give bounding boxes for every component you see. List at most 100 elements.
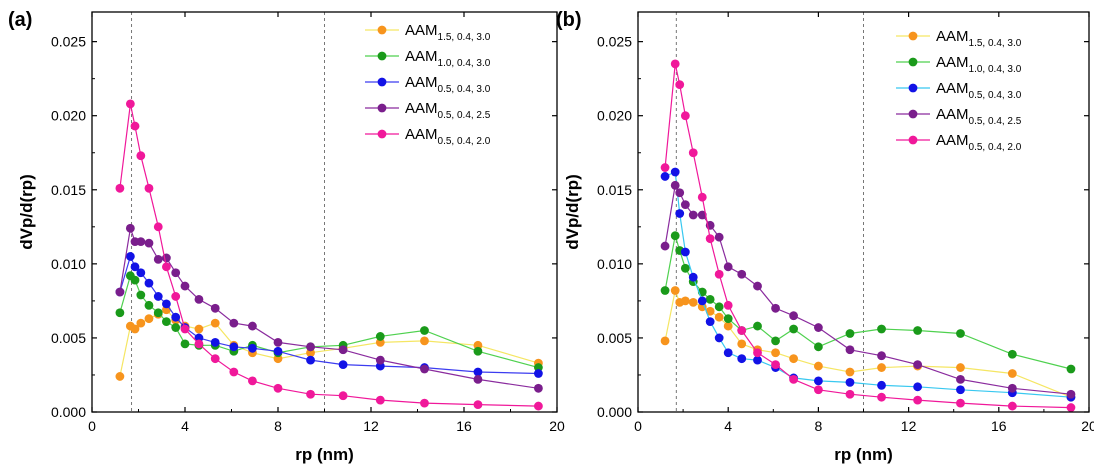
series-2 bbox=[660, 167, 1076, 402]
data-point bbox=[845, 329, 855, 338]
x-tick-label: 20 bbox=[1081, 418, 1094, 434]
y-tick-label: 0.005 bbox=[597, 330, 632, 346]
data-point bbox=[956, 398, 965, 408]
data-point bbox=[723, 300, 733, 310]
y-axis-title: dVp/d(rp) bbox=[563, 174, 582, 250]
data-point bbox=[956, 375, 965, 384]
legend-subscript: 0.5, 0.4, 3.0 bbox=[438, 84, 491, 95]
data-point bbox=[714, 232, 724, 242]
data-point bbox=[1066, 364, 1076, 374]
data-point bbox=[714, 333, 724, 343]
data-point bbox=[705, 317, 715, 327]
legend-marker bbox=[908, 57, 918, 67]
data-point bbox=[660, 336, 670, 346]
y-tick-label: 0.000 bbox=[51, 404, 86, 420]
data-point bbox=[877, 380, 886, 390]
legend-subscript: 0.5, 0.4, 2.5 bbox=[438, 110, 491, 121]
x-axis-title: rp (nm) bbox=[834, 445, 893, 464]
y-tick-label: 0.020 bbox=[51, 108, 86, 124]
data-point bbox=[670, 180, 680, 190]
data-point bbox=[845, 345, 855, 355]
data-point bbox=[680, 200, 690, 209]
data-point bbox=[1007, 383, 1017, 393]
data-point bbox=[714, 269, 724, 279]
x-axis-title: rp (nm) bbox=[295, 445, 354, 464]
data-point bbox=[130, 324, 140, 334]
data-point bbox=[420, 326, 429, 335]
data-point bbox=[753, 281, 762, 291]
data-point bbox=[845, 377, 855, 387]
x-tick-label: 8 bbox=[815, 418, 823, 434]
data-point bbox=[136, 318, 146, 328]
panel-label: (b) bbox=[556, 9, 582, 31]
data-point bbox=[338, 345, 348, 355]
data-point bbox=[814, 342, 823, 352]
data-point bbox=[737, 339, 747, 349]
data-point bbox=[136, 290, 146, 300]
data-point bbox=[877, 392, 886, 402]
data-point bbox=[306, 342, 315, 352]
data-point bbox=[956, 385, 965, 395]
data-point bbox=[171, 292, 181, 301]
data-point bbox=[229, 367, 239, 377]
data-point bbox=[660, 286, 670, 295]
legend-entry: AAM1.5, 0.4, 3.0 bbox=[365, 22, 491, 43]
legend-label: AAM0.5, 0.4, 3.0 bbox=[405, 74, 491, 95]
chart-panel-1: 0 4 8 12 16 20 0.000 0.005 0.010 0.015 0.020 0.025 r… bbox=[556, 9, 1094, 464]
y-tick-label: 0.025 bbox=[597, 34, 632, 50]
x-tick-label: 20 bbox=[549, 418, 565, 434]
legend-label: AAM1.5, 0.4, 3.0 bbox=[405, 22, 491, 43]
x-tick-label: 4 bbox=[181, 418, 189, 434]
data-point bbox=[153, 255, 163, 264]
data-point bbox=[814, 361, 823, 371]
legend-label: AAM1.5, 0.4, 3.0 bbox=[936, 28, 1022, 49]
data-point bbox=[913, 395, 923, 405]
data-point bbox=[705, 234, 715, 244]
data-point bbox=[675, 188, 685, 198]
data-point bbox=[771, 336, 780, 346]
legend-subscript: 0.5, 0.4, 3.0 bbox=[969, 90, 1022, 101]
data-point bbox=[375, 332, 385, 341]
data-point bbox=[753, 348, 762, 358]
data-point bbox=[136, 237, 146, 247]
data-point bbox=[338, 360, 348, 369]
data-point bbox=[789, 354, 798, 364]
data-point bbox=[306, 355, 315, 365]
legend-subscript: 0.5, 0.4, 2.0 bbox=[969, 142, 1022, 153]
data-point bbox=[125, 252, 135, 261]
data-point bbox=[420, 398, 429, 408]
legend-entry: AAM1.5, 0.4, 3.0 bbox=[896, 28, 1022, 49]
legend-entry: AAM0.5, 0.4, 3.0 bbox=[896, 80, 1022, 101]
legend-subscript: 1.0, 0.4, 3.0 bbox=[969, 64, 1022, 75]
data-point bbox=[115, 287, 125, 297]
legend-label: AAM0.5, 0.4, 2.0 bbox=[936, 132, 1022, 153]
data-point bbox=[162, 299, 171, 309]
legend-entry: AAM0.5, 0.4, 3.0 bbox=[365, 74, 491, 95]
x-tick-label: 16 bbox=[456, 418, 472, 434]
data-point bbox=[913, 382, 923, 392]
series-1 bbox=[660, 231, 1076, 374]
legend-marker bbox=[908, 135, 918, 145]
data-point bbox=[723, 321, 733, 331]
x-tick-label: 12 bbox=[901, 418, 917, 434]
x-tick-label: 8 bbox=[274, 418, 282, 434]
data-point bbox=[130, 121, 140, 131]
legend-marker bbox=[908, 31, 918, 41]
data-point bbox=[705, 306, 715, 316]
legend-entry: AAM1.0, 0.4, 3.0 bbox=[365, 48, 491, 69]
data-point bbox=[144, 238, 154, 248]
data-point bbox=[273, 337, 283, 347]
y-tick-label: 0.020 bbox=[597, 108, 632, 124]
x-tick-label: 12 bbox=[363, 418, 379, 434]
legend-entry: AAM0.5, 0.4, 2.5 bbox=[365, 100, 491, 121]
y-axis-title: dVp/d(rp) bbox=[17, 174, 36, 250]
y-tick-label: 0.010 bbox=[51, 256, 86, 272]
data-point bbox=[171, 312, 181, 322]
data-point bbox=[473, 400, 483, 409]
data-point bbox=[845, 367, 855, 377]
data-point bbox=[789, 375, 798, 384]
data-point bbox=[660, 241, 670, 251]
data-point bbox=[210, 318, 220, 328]
data-point bbox=[194, 339, 204, 349]
data-point bbox=[162, 253, 171, 263]
